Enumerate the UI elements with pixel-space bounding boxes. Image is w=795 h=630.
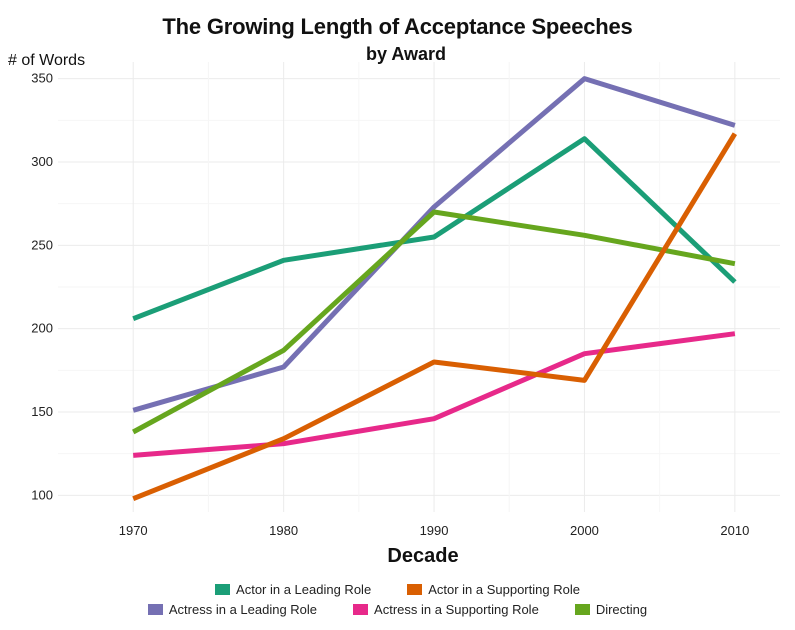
legend-label: Actress in a Supporting Role — [374, 602, 539, 617]
legend-label: Directing — [595, 602, 648, 617]
series-line-actor-in-a-leading-role — [132, 136, 737, 321]
y-axis: 100 150 200 250 300 350 — [31, 71, 53, 503]
grid — [58, 62, 780, 512]
legend-swatch — [353, 604, 369, 615]
x-tick-label: 1990 — [420, 523, 449, 538]
x-axis-label: Decade — [387, 545, 459, 567]
legend-item-actress-in-a-leading-role: Actress in a Leading Role — [147, 602, 318, 617]
line-chart: 100 150 200 250 300 350 1970 1980 1990 2000 2010 — [31, 62, 780, 538]
chart-title: The Growing Length of Acceptance Speeche… — [162, 14, 633, 39]
y-tick-label: 100 — [31, 487, 53, 502]
legend-item-directing: Directing — [574, 602, 648, 617]
y-tick-label: 300 — [31, 154, 53, 169]
x-tick-label: 1980 — [269, 523, 298, 538]
y-tick-label: 150 — [31, 404, 53, 419]
series-lines — [132, 76, 738, 501]
series-line-directing — [132, 209, 736, 435]
legend-swatch — [407, 584, 423, 595]
legend-item-actress-in-a-supporting-role: Actress in a Supporting Role — [353, 602, 539, 617]
legend-row-1: Actor in a Leading Role Actor in a Suppor… — [0, 582, 795, 597]
legend-swatch — [215, 584, 231, 595]
legend-item-actor-in-a-leading-role: Actor in a Leading Role — [215, 582, 371, 597]
y-tick-label: 250 — [31, 237, 53, 252]
y-tick-label: 350 — [31, 71, 53, 86]
y-tick-label: 200 — [31, 321, 53, 336]
legend-row-2: Actress in a Leading Role Actress in a Su… — [0, 602, 795, 617]
legend-label: Actor in a Leading Role — [236, 582, 372, 597]
legend-label: Actress in a Leading Role — [168, 602, 318, 617]
series-line-actor-in-a-supporting-role — [132, 132, 738, 501]
x-tick-label: 2010 — [720, 523, 749, 538]
legend-swatch — [147, 604, 163, 615]
x-tick-label: 1970 — [119, 523, 148, 538]
y-axis-label: # of Words — [8, 52, 86, 69]
chart-subtitle: by Award — [365, 44, 447, 64]
series-line-actress-in-a-leading-role — [132, 76, 736, 413]
x-axis: 1970 1980 1990 2000 2010 — [119, 523, 750, 538]
legend-item-actor-in-a-supporting-role: Actor in a Supporting Role — [407, 582, 580, 597]
x-tick-label: 2000 — [570, 523, 599, 538]
legend-swatch — [574, 604, 590, 615]
legend-label: Actor in a Supporting Role — [428, 582, 580, 597]
series-line-actress-in-a-supporting-role — [133, 331, 736, 458]
